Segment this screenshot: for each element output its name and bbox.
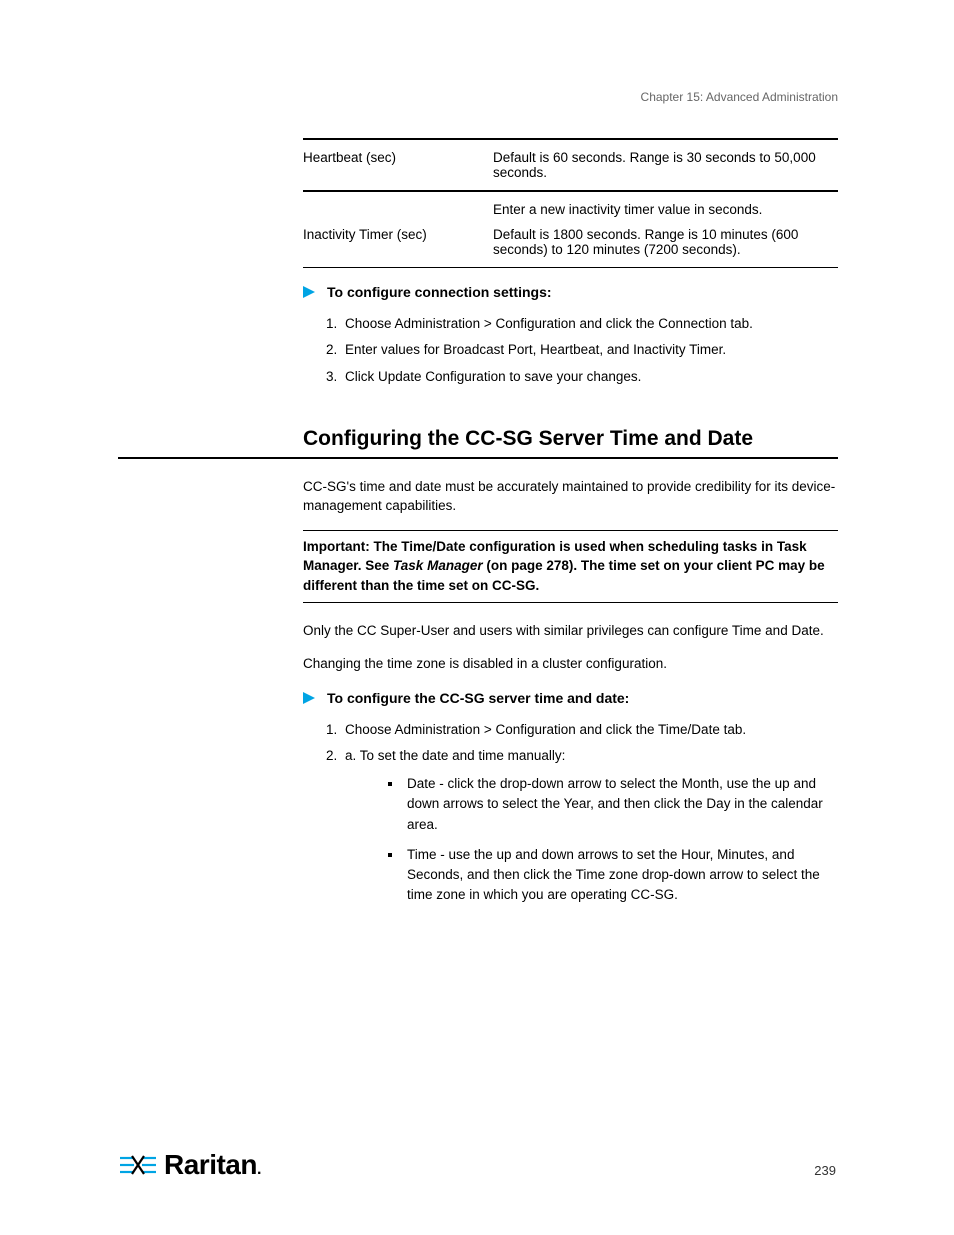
field-desc: Enter a new inactivity timer value in se… xyxy=(493,202,838,217)
procedure-title: To configure the CC-SG server time and d… xyxy=(327,690,629,706)
logo-mark-icon xyxy=(118,1150,158,1180)
chapter-header: Chapter 15: Advanced Administration xyxy=(118,90,838,110)
procedure-heading: To configure connection settings: xyxy=(303,284,838,300)
list-item: Date - click the drop-down arrow to sele… xyxy=(403,774,838,835)
important-note: Important: The Time/Date configuration i… xyxy=(303,530,838,603)
triangle-right-icon xyxy=(303,286,327,298)
logo-text: Raritan. xyxy=(164,1149,261,1181)
table-row: Enter a new inactivity timer value in se… xyxy=(303,192,838,227)
procedure-title: To configure connection settings: xyxy=(327,284,552,300)
body-paragraph: Only the CC Super-User and users with si… xyxy=(303,621,838,641)
link-reference: Task Manager xyxy=(393,558,483,573)
main-column: Heartbeat (sec) Default is 60 seconds. R… xyxy=(303,138,838,906)
table-row: Inactivity Timer (sec) Default is 1800 s… xyxy=(303,227,838,267)
field-name: Heartbeat (sec) xyxy=(303,150,493,165)
procedure-steps: Choose Administration > Configuration an… xyxy=(341,314,838,387)
brand-logo: Raritan. xyxy=(118,1149,261,1181)
list-item: Time - use the up and down arrows to set… xyxy=(403,845,838,906)
list-item: Choose Administration > Configuration an… xyxy=(341,314,838,334)
body-paragraph: CC-SG's time and date must be accurately… xyxy=(303,477,838,516)
section-heading: Configuring the CC-SG Server Time and Da… xyxy=(118,427,838,459)
page-number: 239 xyxy=(814,1163,836,1178)
bullet-list: Date - click the drop-down arrow to sele… xyxy=(403,774,838,906)
list-item: a. To set the date and time manually: Da… xyxy=(341,746,838,906)
body-paragraph: Changing the time zone is disabled in a … xyxy=(303,654,838,674)
page-content: Chapter 15: Advanced Administration Hear… xyxy=(118,90,838,916)
list-item: Enter values for Broadcast Port, Heartbe… xyxy=(341,340,838,360)
table-bottom-rule xyxy=(303,267,838,268)
table-row: Heartbeat (sec) Default is 60 seconds. R… xyxy=(303,140,838,190)
list-item: Click Update Configuration to save your … xyxy=(341,367,838,387)
page-footer: Raritan. 239 xyxy=(118,1149,838,1181)
field-name: Inactivity Timer (sec) xyxy=(303,227,493,242)
list-item: Choose Administration > Configuration an… xyxy=(341,720,838,740)
field-desc: Default is 60 seconds. Range is 30 secon… xyxy=(493,150,838,180)
field-desc: Default is 1800 seconds. Range is 10 min… xyxy=(493,227,838,257)
substep-text: To set the date and time manually: xyxy=(360,748,566,763)
procedure-steps: Choose Administration > Configuration an… xyxy=(341,720,838,906)
triangle-right-icon xyxy=(303,692,327,704)
procedure-heading: To configure the CC-SG server time and d… xyxy=(303,690,838,706)
